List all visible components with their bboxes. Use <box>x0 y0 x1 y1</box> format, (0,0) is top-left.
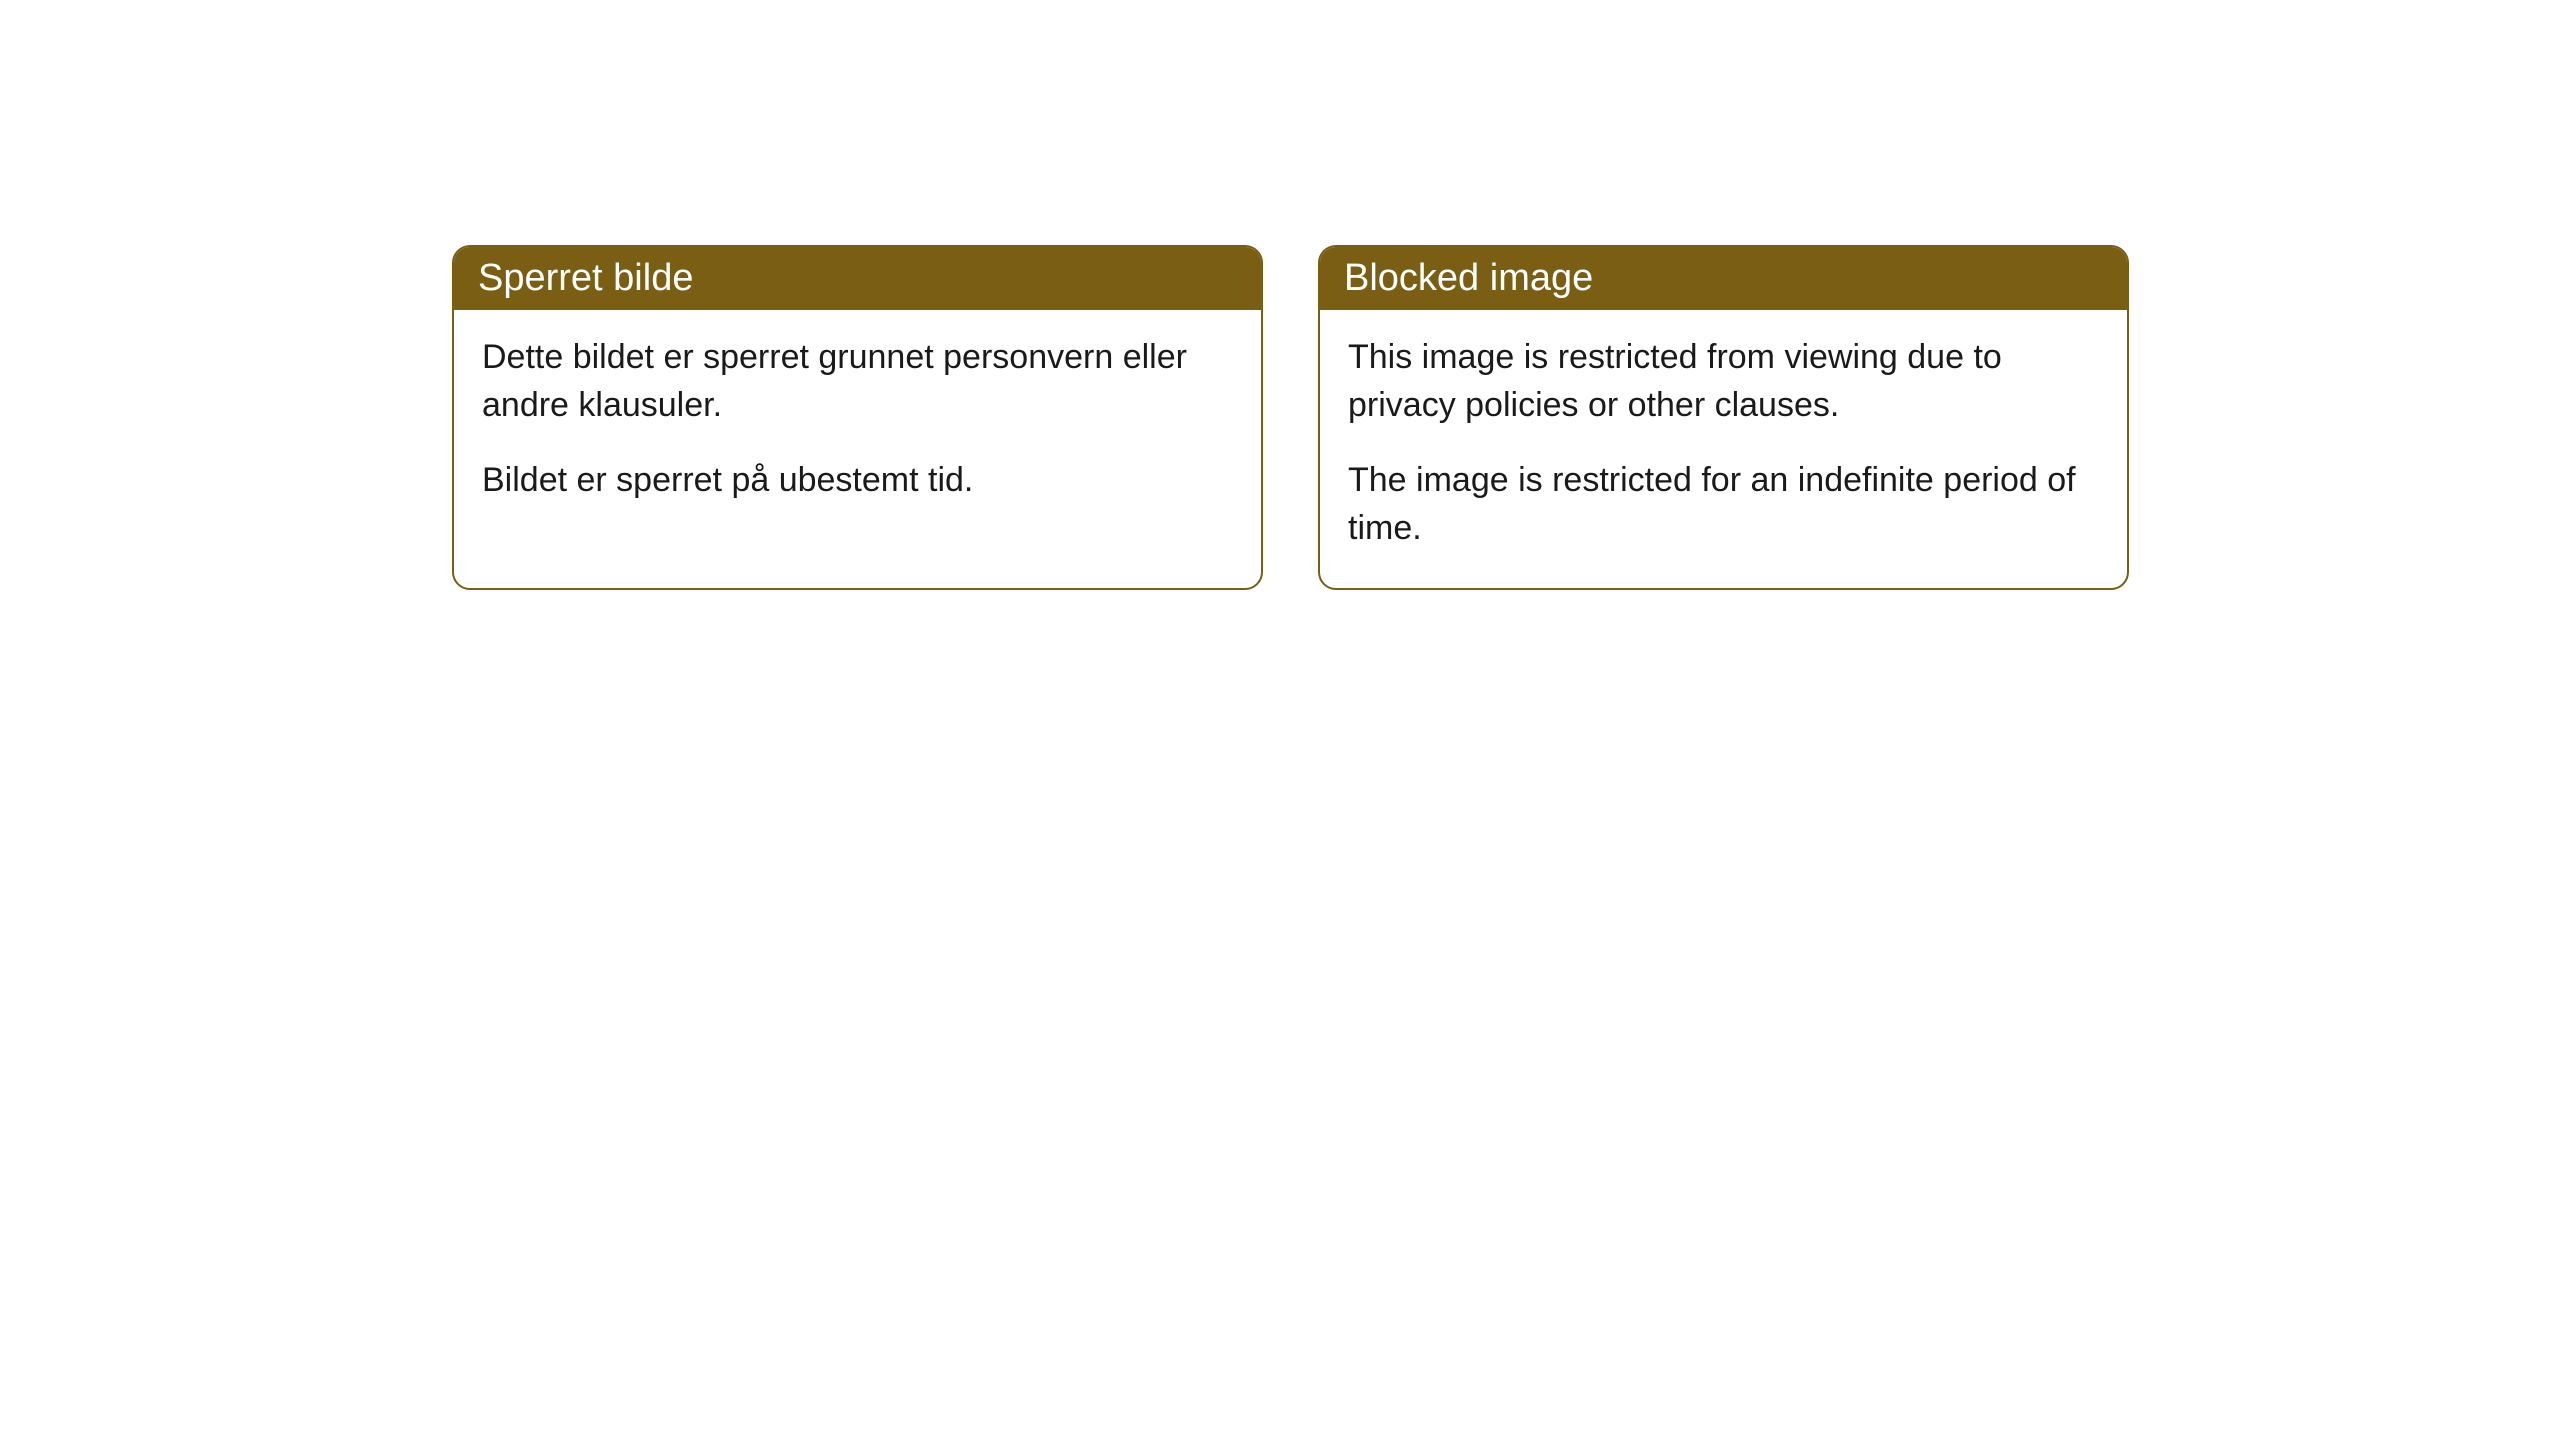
notice-card-norwegian: Sperret bilde Dette bildet er sperret gr… <box>452 245 1263 590</box>
card-body: This image is restricted from viewing du… <box>1320 310 2127 588</box>
notice-card-english: Blocked image This image is restricted f… <box>1318 245 2129 590</box>
card-title: Sperret bilde <box>478 257 693 299</box>
notice-cards-container: Sperret bilde Dette bildet er sperret gr… <box>452 245 2129 590</box>
card-paragraph: This image is restricted from viewing du… <box>1348 334 2099 429</box>
card-title: Blocked image <box>1344 257 1593 299</box>
card-body: Dette bildet er sperret grunnet personve… <box>454 310 1261 541</box>
card-header: Blocked image <box>1320 247 2127 310</box>
card-paragraph: Bildet er sperret på ubestemt tid. <box>482 457 1233 505</box>
card-paragraph: The image is restricted for an indefinit… <box>1348 457 2099 552</box>
card-header: Sperret bilde <box>454 247 1261 310</box>
card-paragraph: Dette bildet er sperret grunnet personve… <box>482 334 1233 429</box>
